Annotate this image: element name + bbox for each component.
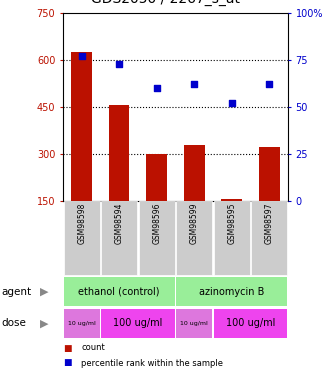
FancyBboxPatch shape: [101, 201, 137, 275]
FancyBboxPatch shape: [213, 309, 287, 338]
Point: [229, 100, 234, 106]
FancyBboxPatch shape: [176, 201, 212, 275]
Text: GSM98595: GSM98595: [227, 203, 236, 244]
Text: percentile rank within the sample: percentile rank within the sample: [81, 358, 223, 368]
Point: [192, 81, 197, 87]
Text: 10 ug/ml: 10 ug/ml: [180, 321, 208, 326]
Text: GSM98599: GSM98599: [190, 203, 199, 244]
Text: 100 ug/ml: 100 ug/ml: [113, 318, 163, 328]
Text: GSM98597: GSM98597: [265, 203, 274, 244]
Bar: [184, 145, 205, 201]
Bar: [259, 147, 279, 201]
Text: ▶: ▶: [40, 286, 49, 297]
Text: ▶: ▶: [40, 318, 49, 328]
Text: GSM98598: GSM98598: [77, 203, 86, 244]
Bar: [221, 199, 242, 201]
Text: ■: ■: [63, 358, 71, 368]
FancyBboxPatch shape: [251, 201, 287, 275]
Point: [266, 81, 272, 87]
Text: 10 ug/ml: 10 ug/ml: [68, 321, 96, 326]
Point: [79, 53, 84, 59]
FancyBboxPatch shape: [64, 309, 100, 338]
Text: dose: dose: [2, 318, 26, 328]
Text: azinomycin B: azinomycin B: [199, 286, 264, 297]
Text: 100 ug/ml: 100 ug/ml: [226, 318, 275, 328]
Bar: [109, 105, 129, 201]
Text: GDS2050 / 2267_s_at: GDS2050 / 2267_s_at: [91, 0, 240, 6]
Text: GSM98594: GSM98594: [115, 203, 124, 244]
FancyBboxPatch shape: [176, 277, 287, 306]
FancyBboxPatch shape: [176, 309, 212, 338]
Text: count: count: [81, 344, 105, 352]
Bar: [146, 154, 167, 201]
Point: [117, 61, 122, 67]
Bar: [71, 52, 92, 201]
FancyBboxPatch shape: [214, 201, 250, 275]
FancyBboxPatch shape: [64, 201, 100, 275]
FancyBboxPatch shape: [101, 309, 175, 338]
Text: ■: ■: [63, 344, 71, 352]
Text: GSM98596: GSM98596: [152, 203, 161, 244]
Text: agent: agent: [2, 286, 32, 297]
Point: [154, 85, 159, 91]
FancyBboxPatch shape: [139, 201, 174, 275]
FancyBboxPatch shape: [64, 277, 175, 306]
Text: ethanol (control): ethanol (control): [78, 286, 160, 297]
